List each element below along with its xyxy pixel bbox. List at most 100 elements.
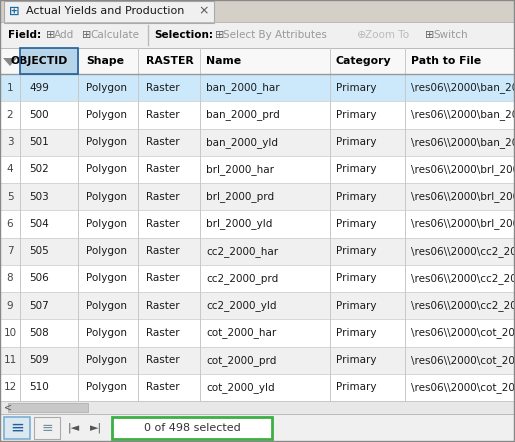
Text: 1: 1 <box>7 83 13 93</box>
Bar <box>0 183 515 210</box>
Bar <box>20 48 78 74</box>
Bar <box>4 1 214 23</box>
Text: 499: 499 <box>29 83 49 93</box>
Text: \res06\\2000\ban_200...: \res06\\2000\ban_200... <box>411 82 515 93</box>
Text: Raster: Raster <box>146 273 180 283</box>
Text: Select By Attributes: Select By Attributes <box>223 30 327 40</box>
Text: Raster: Raster <box>146 355 180 365</box>
Text: Polygon: Polygon <box>86 83 127 93</box>
Text: Primary: Primary <box>336 110 376 120</box>
Text: ban_2000_yld: ban_2000_yld <box>206 137 278 148</box>
Text: \res06\\2000\cot_2000...: \res06\\2000\cot_2000... <box>411 354 515 366</box>
Text: OBJECTID: OBJECTID <box>10 56 67 66</box>
Text: Field:: Field: <box>8 30 41 40</box>
Text: Polygon: Polygon <box>86 219 127 229</box>
Text: 510: 510 <box>29 382 49 392</box>
Text: \res06\\2000\ban_200...: \res06\\2000\ban_200... <box>411 110 515 120</box>
Bar <box>0 210 515 237</box>
Text: 8: 8 <box>7 273 13 283</box>
Bar <box>34 417 60 439</box>
Text: Calculate: Calculate <box>90 30 139 40</box>
Text: Raster: Raster <box>146 219 180 229</box>
Bar <box>0 237 515 265</box>
Text: ⊞: ⊞ <box>82 30 91 40</box>
Text: Shape: Shape <box>86 56 124 66</box>
Bar <box>8 403 88 412</box>
Bar <box>4 417 30 439</box>
Bar <box>112 417 272 439</box>
Text: 12: 12 <box>4 382 16 392</box>
Text: 10: 10 <box>4 328 16 338</box>
Text: \res06\\2000\brl_2000...: \res06\\2000\brl_2000... <box>411 164 515 175</box>
Bar <box>0 129 515 156</box>
Text: Zoom To: Zoom To <box>365 30 409 40</box>
Text: 502: 502 <box>29 164 49 175</box>
Text: ►|: ►| <box>90 423 102 433</box>
Text: Primary: Primary <box>336 355 376 365</box>
Text: Primary: Primary <box>336 273 376 283</box>
Text: ban_2000_har: ban_2000_har <box>206 82 280 93</box>
Text: 4: 4 <box>7 164 13 175</box>
Text: Primary: Primary <box>336 137 376 147</box>
Text: Path to File: Path to File <box>411 56 481 66</box>
Text: cot_2000_yld: cot_2000_yld <box>206 382 274 393</box>
Text: Raster: Raster <box>146 382 180 392</box>
Text: ×: × <box>199 4 209 18</box>
Bar <box>0 48 515 74</box>
Bar <box>0 374 515 401</box>
Text: \res06\\2000\cc2_2000...: \res06\\2000\cc2_2000... <box>411 246 515 256</box>
Text: ⊞: ⊞ <box>9 4 19 18</box>
Text: 505: 505 <box>29 246 49 256</box>
Polygon shape <box>3 58 17 66</box>
Text: 3: 3 <box>7 137 13 147</box>
Text: ≡: ≡ <box>10 419 24 437</box>
Text: Raster: Raster <box>146 246 180 256</box>
Text: Switch: Switch <box>433 30 468 40</box>
Bar <box>0 265 515 292</box>
Text: 2: 2 <box>7 110 13 120</box>
Bar <box>0 48 515 401</box>
Text: ≡: ≡ <box>41 421 53 435</box>
Text: \res06\\2000\cot_2000...: \res06\\2000\cot_2000... <box>411 328 515 338</box>
Text: ban_2000_prd: ban_2000_prd <box>206 110 280 120</box>
Bar <box>0 101 515 129</box>
Text: Raster: Raster <box>146 164 180 175</box>
Text: Polygon: Polygon <box>86 273 127 283</box>
Bar <box>0 0 515 22</box>
Text: |◄: |◄ <box>68 423 80 433</box>
Text: \res06\\2000\brl_2000...: \res06\\2000\brl_2000... <box>411 191 515 202</box>
Text: Primary: Primary <box>336 246 376 256</box>
Text: Polygon: Polygon <box>86 246 127 256</box>
Text: 0 of 498 selected: 0 of 498 selected <box>144 423 241 433</box>
Text: cc2_2000_har: cc2_2000_har <box>206 246 278 256</box>
Text: 5: 5 <box>7 192 13 202</box>
Text: cot_2000_har: cot_2000_har <box>206 328 276 338</box>
Text: Polygon: Polygon <box>86 328 127 338</box>
Text: Raster: Raster <box>146 192 180 202</box>
Text: <: < <box>4 403 12 412</box>
Text: brl_2000_yld: brl_2000_yld <box>206 218 272 229</box>
Text: ⊕: ⊕ <box>357 30 366 40</box>
Text: 503: 503 <box>29 192 49 202</box>
Text: \res06\\2000\cc2_2000...: \res06\\2000\cc2_2000... <box>411 300 515 311</box>
Bar <box>0 156 515 183</box>
Text: 504: 504 <box>29 219 49 229</box>
Bar <box>0 319 515 347</box>
Text: Primary: Primary <box>336 328 376 338</box>
Text: 508: 508 <box>29 328 49 338</box>
Text: 7: 7 <box>7 246 13 256</box>
Text: Raster: Raster <box>146 83 180 93</box>
Text: ⊞: ⊞ <box>425 30 434 40</box>
Text: Category: Category <box>336 56 391 66</box>
Text: cc2_2000_yld: cc2_2000_yld <box>206 300 277 311</box>
Bar <box>0 22 515 48</box>
Text: 509: 509 <box>29 355 49 365</box>
Text: Primary: Primary <box>336 192 376 202</box>
Text: \res06\\2000\cot_2000...: \res06\\2000\cot_2000... <box>411 382 515 393</box>
Text: Polygon: Polygon <box>86 355 127 365</box>
Bar <box>20 48 78 74</box>
Text: ⊞: ⊞ <box>215 30 225 40</box>
Text: brl_2000_prd: brl_2000_prd <box>206 191 274 202</box>
Text: ⊞: ⊞ <box>46 30 56 40</box>
Text: Name: Name <box>206 56 241 66</box>
